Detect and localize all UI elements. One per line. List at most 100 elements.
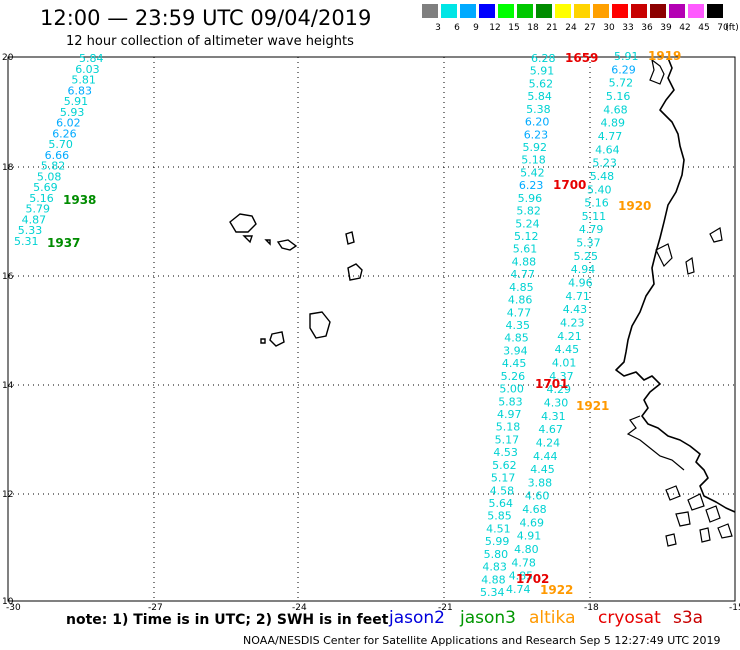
legend-swatch: [498, 4, 514, 18]
wave-height-label: 5.84: [79, 52, 104, 65]
legend-swatch: [536, 4, 552, 18]
wave-height-label: 4.64: [595, 143, 620, 156]
wave-height-label: 4.88: [481, 573, 506, 586]
wave-height-label: 4.91: [517, 530, 542, 543]
wave-height-label: 5.70: [48, 138, 73, 151]
legend-swatch: [612, 4, 628, 18]
wave-height-label: 4.53: [493, 446, 518, 459]
wave-height-label: 5.40: [587, 183, 612, 196]
wave-height-label: 3.94: [503, 344, 527, 357]
legend-label: 18: [527, 23, 539, 33]
wave-height-label: 5.00: [499, 383, 524, 396]
legend-swatch: [555, 4, 571, 18]
coast-detail: [649, 58, 665, 85]
africa-coastline: [615, 57, 736, 513]
wave-height-label: 5.79: [26, 203, 51, 216]
island: [717, 523, 733, 539]
legend-label: 21: [546, 23, 558, 33]
lat-tick-label: 12: [2, 490, 13, 500]
lat-tick-label: 10: [2, 597, 14, 607]
axis-labels: -30 -27 -24 -21 -18 -15 20 18 16 14 12 10: [2, 53, 740, 613]
pass-time-label: 1920: [618, 199, 651, 213]
pass-time-label: 1659: [565, 51, 598, 65]
wave-height-label: 4.86: [508, 294, 533, 307]
legend-label: 9: [473, 23, 479, 33]
legend-swatch: [479, 4, 495, 18]
wave-height-label: 6.03: [75, 63, 100, 76]
wave-height-label: 4.24: [536, 436, 561, 449]
legend-swatch: [650, 4, 666, 18]
wave-height-label: 4.88: [512, 255, 536, 268]
wave-height-label: 5.48: [590, 170, 615, 183]
pass-time-label: 1922: [540, 583, 573, 597]
legend-label: 27: [584, 23, 596, 33]
wave-height-label: 4.71: [565, 290, 590, 303]
wave-height-label: 5.08: [37, 170, 62, 183]
wave-height-label: 5.26: [501, 370, 525, 383]
wave-height-label: 3.88: [528, 476, 553, 489]
lon-tick-label: -27: [148, 603, 163, 613]
wave-height-label: 5.25: [574, 250, 599, 263]
wave-height-label: 5.16: [606, 90, 631, 103]
wave-height-label: 5.83: [498, 395, 523, 408]
wave-height-label: 4.77: [598, 130, 623, 143]
wave-height-label: 5.69: [33, 181, 58, 194]
wave-height-label: 4.96: [568, 277, 593, 290]
legend-label: 39: [660, 23, 672, 33]
wave-height-label: 5.61: [513, 243, 538, 256]
lat-tick-label: 14: [2, 381, 14, 391]
wave-height-label: 5.80: [484, 548, 509, 561]
satellite-jason2: jason2: [389, 608, 445, 628]
legend-swatch: [517, 4, 533, 18]
pass-time-label: 1938: [63, 193, 96, 207]
wave-height-label: 5.18: [521, 154, 546, 167]
wave-height-label: 4.68: [603, 103, 628, 116]
satellite-cryosat: cryosat: [598, 608, 661, 628]
wave-height-label: 4.77: [510, 268, 535, 281]
wave-height-label: 4.89: [601, 117, 626, 130]
island: [705, 505, 721, 523]
wave-height-label: 5.31: [14, 235, 39, 248]
wave-height-label: 5.85: [487, 510, 512, 523]
legend-label: 70: [717, 23, 729, 33]
wave-height-label: 6.26: [52, 127, 76, 140]
wave-height-label: 4.21: [557, 330, 582, 343]
lon-tick-label: -24: [292, 603, 307, 613]
wave-height-label: 4.67: [538, 423, 563, 436]
island-boa-vista: [347, 263, 363, 281]
map-frame: [7, 56, 736, 602]
wave-height-label: 5.64: [489, 497, 514, 510]
island-sao-nicolau: [276, 239, 298, 251]
island-santiago: [309, 311, 331, 339]
wave-height-label: 5.17: [495, 433, 519, 446]
island-sao-vicente: [242, 235, 253, 244]
pass-time-label: 1937: [47, 236, 80, 250]
legend-label: 24: [565, 23, 577, 33]
wave-height-label: 5.81: [71, 74, 96, 87]
lat-tick-label: 20: [2, 53, 14, 63]
island-fogo: [269, 331, 285, 347]
lat-tick-label: 18: [2, 163, 14, 173]
wave-height-label: 4.85: [504, 332, 529, 345]
wave-height-label: 4.83: [482, 561, 507, 574]
lon-tick-label: -30: [6, 603, 21, 613]
lat-lon-grid: [8, 57, 735, 601]
wave-height-label: 4.44: [533, 450, 558, 463]
wave-height-label: 4.97: [497, 408, 522, 421]
coast-detail: [655, 243, 673, 268]
wave-height-label: 5.38: [526, 103, 551, 116]
wave-height-label: 5.82: [41, 160, 66, 173]
wave-height-label: 5.12: [514, 230, 539, 243]
wave-height-label: 4.43: [563, 303, 588, 316]
satellite-altika: altika: [529, 608, 576, 628]
legend-swatch: [707, 4, 723, 18]
pass-time-label: 1921: [576, 399, 609, 413]
footnote: note: 1) Time is in UTC; 2) SWH is in fe…: [66, 612, 389, 628]
wave-height-label: 4.68: [522, 503, 547, 516]
wave-height-label: 5.33: [18, 224, 43, 237]
legend-label: 15: [508, 23, 520, 33]
wave-height-label: 4.37: [549, 370, 574, 383]
satellite-jason3: jason3: [460, 608, 516, 628]
wave-height-label: 5.92: [523, 141, 548, 154]
wave-height-label: 5.91: [64, 95, 88, 108]
